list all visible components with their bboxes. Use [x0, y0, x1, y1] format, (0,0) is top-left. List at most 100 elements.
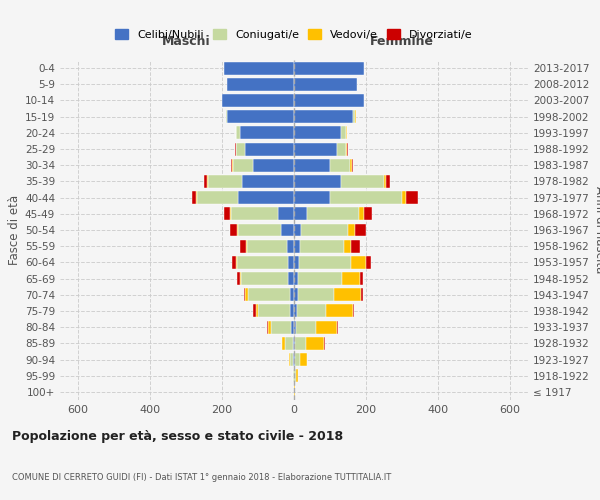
Bar [231, 208, 278, 220]
Bar [294, 337, 295, 350]
Bar [244, 288, 245, 301]
Bar [337, 142, 346, 156]
Bar [278, 208, 294, 220]
Bar [287, 256, 294, 269]
Bar [289, 353, 290, 366]
Bar [258, 304, 290, 318]
Bar [294, 142, 337, 156]
Bar [301, 224, 348, 236]
Bar [290, 288, 294, 301]
Bar [300, 353, 307, 366]
Bar [353, 304, 355, 318]
Bar [299, 256, 351, 269]
Bar [294, 353, 295, 366]
Bar [248, 288, 290, 301]
Bar [271, 320, 291, 334]
Bar [253, 304, 256, 318]
Bar [227, 78, 294, 91]
Bar [242, 175, 294, 188]
Bar [316, 320, 337, 334]
Bar [326, 304, 353, 318]
Bar [282, 337, 286, 350]
Bar [351, 256, 365, 269]
Bar [341, 272, 359, 285]
Bar [341, 175, 384, 188]
Y-axis label: Anni di nascita: Anni di nascita [593, 186, 600, 274]
Bar [227, 110, 294, 123]
Bar [208, 175, 242, 188]
Bar [301, 240, 344, 252]
Bar [294, 175, 341, 188]
Bar [353, 110, 355, 123]
Bar [196, 191, 197, 204]
Bar [237, 256, 287, 269]
Bar [294, 224, 301, 236]
Bar [297, 304, 326, 318]
Bar [294, 126, 341, 140]
Bar [197, 191, 238, 204]
Bar [352, 159, 353, 172]
Bar [341, 126, 346, 140]
Bar [296, 320, 316, 334]
Bar [402, 191, 406, 204]
Bar [330, 159, 350, 172]
Bar [226, 110, 227, 123]
Bar [324, 337, 325, 350]
Bar [238, 224, 281, 236]
Bar [294, 78, 357, 91]
Bar [348, 224, 355, 236]
Bar [236, 126, 240, 140]
Bar [222, 94, 294, 107]
Bar [306, 337, 324, 350]
Bar [365, 256, 371, 269]
Bar [294, 272, 298, 285]
Bar [232, 256, 236, 269]
Bar [253, 159, 294, 172]
Bar [350, 159, 352, 172]
Bar [294, 240, 301, 252]
Bar [288, 272, 294, 285]
Bar [298, 272, 341, 285]
Bar [294, 159, 330, 172]
Bar [296, 369, 298, 382]
Bar [355, 224, 366, 236]
Bar [238, 191, 294, 204]
Bar [298, 288, 334, 301]
Bar [294, 110, 353, 123]
Y-axis label: Fasce di età: Fasce di età [8, 195, 21, 265]
Bar [294, 256, 299, 269]
Bar [359, 272, 363, 285]
Bar [268, 320, 271, 334]
Bar [293, 369, 294, 382]
Text: Femmine: Femmine [370, 35, 434, 48]
Bar [224, 62, 294, 74]
Bar [337, 320, 338, 334]
Bar [240, 240, 247, 252]
Bar [245, 288, 248, 301]
Bar [237, 272, 239, 285]
Bar [294, 288, 298, 301]
Bar [294, 320, 296, 334]
Bar [294, 208, 307, 220]
Bar [295, 337, 306, 350]
Bar [364, 208, 372, 220]
Bar [291, 320, 294, 334]
Bar [344, 240, 351, 252]
Text: COMUNE DI CERRETO GUIDI (FI) - Dati ISTAT 1° gennaio 2018 - Elaborazione TUTTITA: COMUNE DI CERRETO GUIDI (FI) - Dati ISTA… [12, 473, 391, 482]
Bar [294, 386, 295, 398]
Bar [230, 208, 231, 220]
Bar [290, 353, 293, 366]
Bar [230, 224, 238, 236]
Bar [236, 142, 245, 156]
Text: Maschi: Maschi [162, 35, 211, 48]
Bar [240, 126, 294, 140]
Bar [330, 191, 402, 204]
Bar [287, 240, 294, 252]
Bar [334, 288, 361, 301]
Bar [295, 353, 300, 366]
Bar [307, 208, 359, 220]
Bar [346, 142, 347, 156]
Text: Popolazione per età, sesso e stato civile - 2018: Popolazione per età, sesso e stato civil… [12, 430, 343, 443]
Bar [294, 304, 297, 318]
Bar [245, 142, 294, 156]
